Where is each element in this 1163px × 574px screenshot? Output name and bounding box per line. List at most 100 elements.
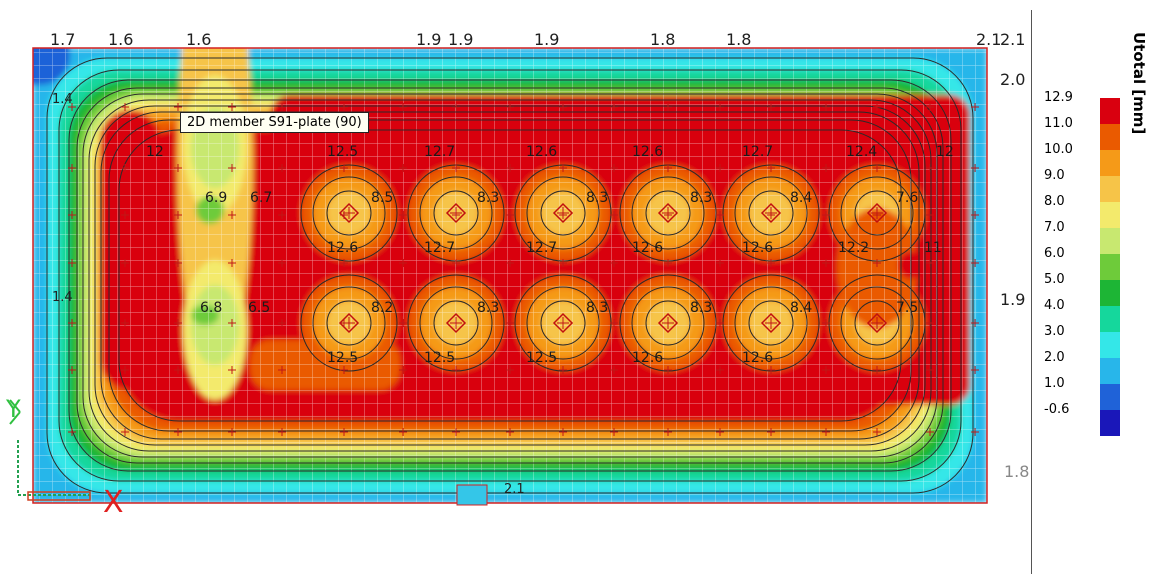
legend-swatch	[1100, 358, 1120, 384]
edge-label: 1.9	[448, 30, 474, 49]
contour-value: 8.3	[477, 300, 500, 316]
legend-level-label: 3.0	[1044, 324, 1065, 339]
edge-label: 1.9	[1000, 290, 1026, 309]
contour-value: 6.8	[200, 300, 223, 316]
contour-line	[645, 190, 691, 236]
contour-value: 8.4	[790, 300, 813, 316]
column-support[interactable]	[657, 312, 679, 334]
contour-value: 12.2	[838, 240, 870, 256]
contour-line	[854, 190, 900, 236]
legend-swatch	[1100, 332, 1120, 358]
legend-swatch	[1100, 176, 1120, 202]
edge-label: 2.1	[976, 30, 1002, 49]
contour-line	[748, 190, 794, 236]
contour-line	[433, 300, 479, 346]
axis-indicator	[9, 399, 91, 501]
column-support[interactable]	[552, 202, 574, 224]
column-support[interactable]	[657, 202, 679, 224]
contour-line	[326, 190, 372, 236]
edge-label: 1.7	[50, 30, 76, 49]
contour-line	[748, 300, 794, 346]
contour-value: 7.6	[896, 190, 919, 206]
contour-value: 8.2	[371, 300, 394, 316]
contour-line	[58, 69, 962, 482]
contour-line	[840, 176, 914, 250]
contour-value: 12.6	[742, 240, 774, 256]
column-support[interactable]	[866, 312, 888, 334]
column-support[interactable]	[760, 202, 782, 224]
edge-label: 1.8	[726, 30, 752, 49]
contour-value: 12.6	[327, 240, 359, 256]
contour-value: 8.3	[690, 190, 713, 206]
legend-swatch	[1100, 384, 1120, 410]
column-support[interactable]	[338, 312, 360, 334]
contour-line	[300, 274, 398, 372]
contour-line	[526, 176, 600, 250]
contour-line	[526, 286, 600, 360]
legend-swatch	[1100, 228, 1120, 254]
edge-label: 1.4	[52, 290, 73, 305]
contour-line	[540, 300, 586, 346]
legend-level-label: 7.0	[1044, 220, 1065, 235]
contour-value: 12.5	[327, 350, 359, 366]
contour-line	[300, 164, 398, 262]
contour-line	[645, 300, 691, 346]
edge-label: 1.4	[52, 92, 73, 107]
column-support[interactable]	[552, 312, 574, 334]
legend-swatch	[1100, 202, 1120, 228]
contour-line	[540, 190, 586, 236]
contour-line	[76, 87, 944, 464]
legend-level-label: -0.6	[1044, 402, 1070, 417]
edge-label: 1.9	[534, 30, 560, 49]
slab-outline	[32, 47, 988, 504]
column-support[interactable]	[866, 202, 888, 224]
contour-line	[854, 300, 900, 346]
column-support[interactable]	[760, 312, 782, 334]
legend-swatch	[1100, 124, 1120, 150]
axis-y-label: Y	[6, 395, 21, 423]
column-support[interactable]	[445, 312, 467, 334]
contour-value: 8.3	[477, 190, 500, 206]
slab-tab	[456, 484, 488, 506]
contour-value: 8.3	[586, 300, 609, 316]
edge-label: 2.1	[504, 482, 525, 497]
legend-level-label: 6.0	[1044, 246, 1065, 261]
edge-label: 1.9	[416, 30, 442, 49]
contour-value: 6.5	[248, 300, 271, 316]
deformation-contour-plot[interactable]	[0, 0, 1031, 574]
contour-value: 12	[936, 144, 954, 160]
legend-level-label: 12.9	[1044, 90, 1073, 105]
member-tooltip: 2D member S91-plate (90)	[180, 112, 369, 133]
legend-level-label: 5.0	[1044, 272, 1065, 287]
contour-line	[100, 111, 920, 440]
contour-value: 12.6	[742, 350, 774, 366]
contour-value: 6.9	[205, 190, 228, 206]
contour-line	[88, 99, 932, 452]
contour-value: 12.6	[526, 144, 558, 160]
column-support[interactable]	[445, 202, 467, 224]
legend-swatch	[1100, 306, 1120, 332]
edge-label: 1.6	[108, 30, 134, 49]
slab-plate[interactable]	[10, 0, 987, 503]
legend-level-label: 2.0	[1044, 350, 1065, 365]
contour-value: 8.3	[586, 190, 609, 206]
contour-value: 12.6	[632, 144, 664, 160]
contour-value: 12	[146, 144, 164, 160]
contour-value: 11	[924, 240, 942, 256]
legend-level-label: 4.0	[1044, 298, 1065, 313]
contour-value: 6.7	[250, 190, 273, 206]
contour-value: 8.3	[690, 300, 713, 316]
contour-value: 12.7	[742, 144, 774, 160]
contour-value: 12.7	[424, 144, 456, 160]
contour-line	[734, 286, 808, 360]
edge-label: 1.8	[1004, 462, 1030, 481]
legend-level-label: 11.0	[1044, 116, 1073, 131]
column-support[interactable]	[338, 202, 360, 224]
contour-line	[312, 176, 386, 250]
legend-swatch	[1100, 280, 1120, 306]
contour-line	[68, 79, 952, 472]
contour-value: 12.5	[424, 350, 456, 366]
contour-line	[326, 300, 372, 346]
contour-line	[419, 286, 493, 360]
